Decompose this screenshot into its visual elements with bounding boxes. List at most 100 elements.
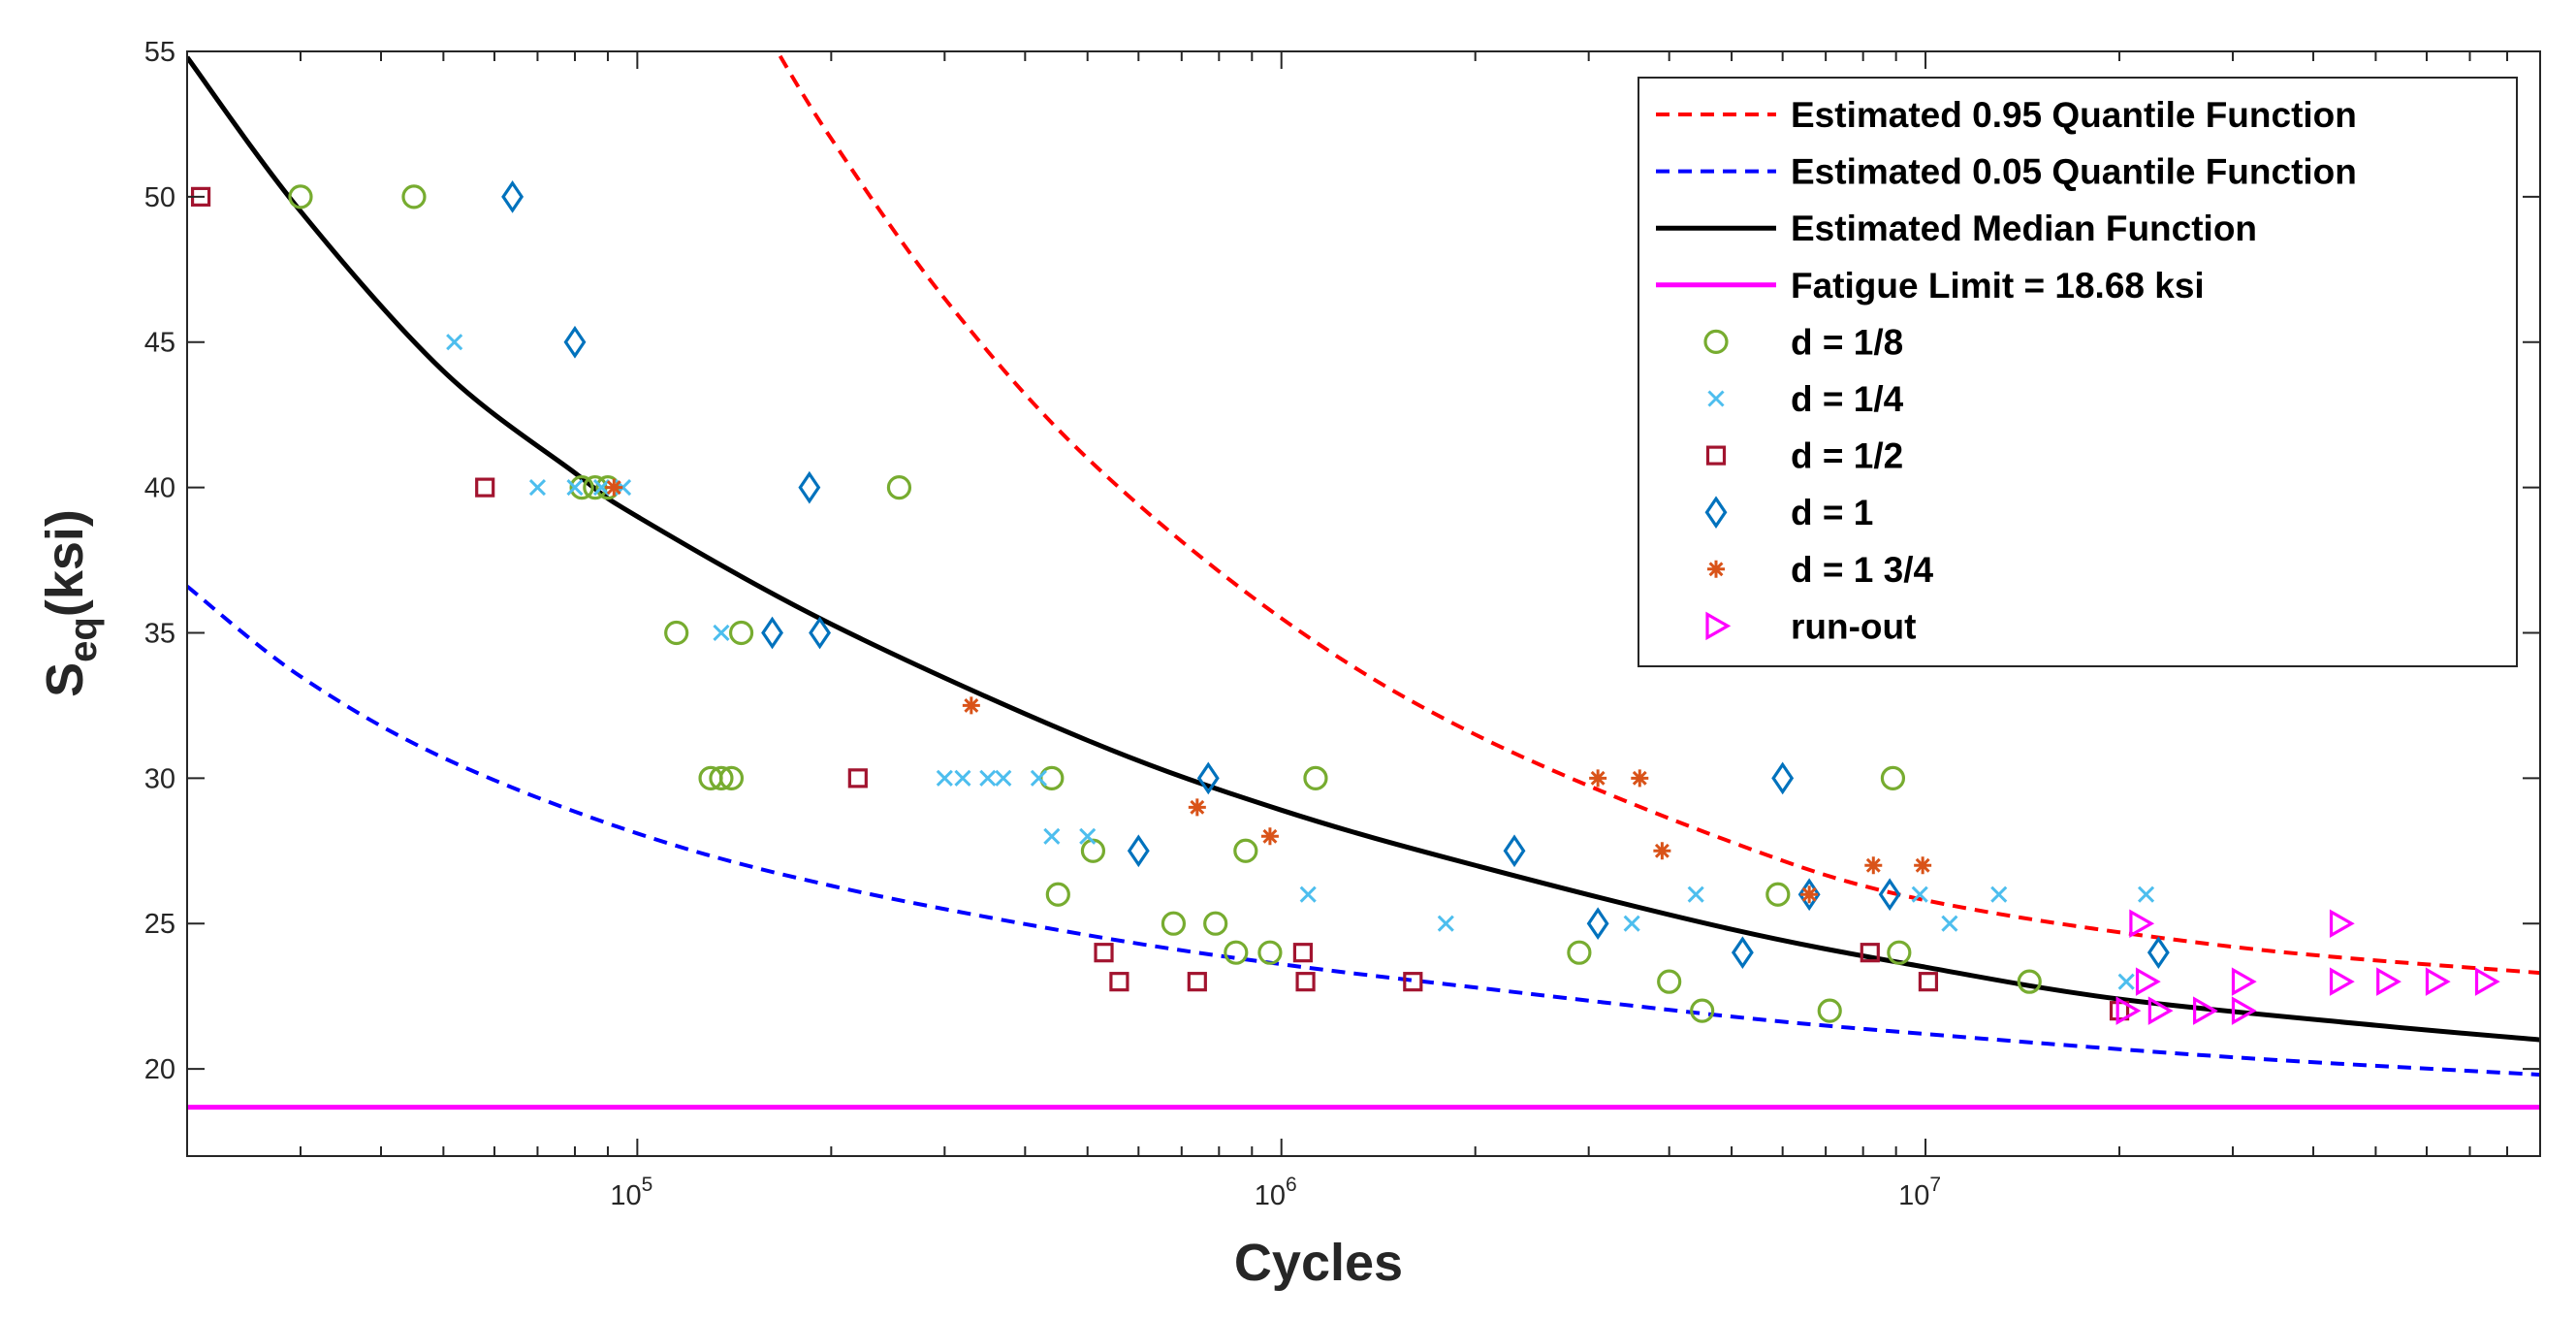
y-tick-label: 35 [144, 618, 175, 649]
data-point [1260, 827, 1279, 846]
data-point [1887, 940, 1912, 965]
x-tick-base: 10 [610, 1180, 641, 1211]
data-point [566, 479, 584, 497]
data-point [2147, 936, 2170, 970]
data-point [1687, 885, 1704, 903]
data-point [2193, 996, 2218, 1025]
data-point [664, 620, 689, 646]
legend-swatch-marker [1707, 560, 1725, 578]
data-point [1503, 834, 1526, 868]
x-tick-exponent: 6 [1286, 1174, 1297, 1196]
y-tick-label: 50 [144, 182, 175, 213]
data-point [501, 180, 525, 213]
data-point [1690, 998, 1715, 1023]
data-point [2117, 973, 2135, 990]
legend-box [1638, 77, 2518, 667]
data-point [1623, 915, 1640, 932]
data-point [2017, 969, 2042, 994]
data-point [1911, 885, 1928, 903]
series-run-out [2115, 909, 2500, 1025]
data-point [1941, 915, 1958, 932]
x-axis-label: Cycles [1234, 1234, 1403, 1292]
data-point [2425, 967, 2451, 996]
x-tick-label: 105 [610, 1174, 652, 1211]
data-point [1817, 998, 1842, 1023]
data-point [995, 769, 1012, 787]
data-point [2109, 1001, 2130, 1021]
data-point [1196, 761, 1220, 795]
legend-swatch-marker [1703, 329, 1729, 354]
data-point [2329, 909, 2355, 938]
data-point [2115, 996, 2142, 1025]
series-d-1-3-4 [605, 478, 1932, 904]
data-point [1765, 882, 1791, 907]
data-point [2231, 967, 2257, 996]
legend-label: Estimated 0.05 Quantile Function [1791, 152, 2357, 192]
points-layer [190, 180, 2500, 1025]
data-point [1299, 885, 1317, 903]
legend-swatch-marker [1705, 445, 1727, 466]
data-point [1161, 911, 1187, 936]
data-point [288, 184, 313, 209]
data-point [962, 696, 980, 715]
data-point [954, 769, 971, 787]
data-point [528, 479, 547, 497]
data-point [1880, 765, 1906, 790]
data-point [569, 475, 594, 500]
data-point [798, 470, 821, 504]
y-axis-label: Seq(ksi) [36, 509, 105, 697]
data-point [1860, 943, 1880, 963]
data-point [1257, 940, 1283, 965]
y-axis-label-suffix: (ksi) [36, 509, 94, 617]
legend-label: Estimated Median Function [1791, 209, 2257, 248]
data-point [936, 769, 953, 787]
data-point [1030, 769, 1047, 787]
legend-label: run-out [1791, 606, 1916, 646]
y-tick-label: 20 [144, 1054, 175, 1085]
data-point [718, 765, 745, 790]
data-point [2147, 996, 2174, 1025]
data-point [1203, 911, 1228, 936]
legend-swatch-marker [1707, 390, 1725, 407]
data-point [1657, 969, 1682, 994]
series-d-1-2 [190, 186, 2130, 1021]
data-point [1990, 885, 2008, 903]
data-point [1878, 878, 1901, 912]
data-point [1109, 972, 1129, 992]
y-tick-label: 25 [144, 909, 175, 940]
data-point [1094, 943, 1114, 963]
data-point [1589, 769, 1607, 788]
x-tick-label: 106 [1255, 1174, 1297, 1211]
legend-swatch-marker [1704, 496, 1728, 530]
legend-label: Estimated 0.95 Quantile Function [1791, 95, 2357, 135]
data-point [1039, 765, 1065, 790]
data-point [2129, 909, 2155, 938]
data-point [1043, 827, 1061, 845]
data-point [1864, 856, 1883, 875]
legend-label: d = 1/2 [1791, 436, 1903, 476]
data-point [1403, 972, 1423, 992]
y-axis-label-sub: eq [62, 617, 105, 662]
data-point [1303, 765, 1328, 790]
data-point [1731, 936, 1754, 970]
data-point [2135, 967, 2161, 996]
x-tick-exponent: 5 [642, 1174, 653, 1196]
data-point [1567, 940, 1592, 965]
x-tick-base: 10 [1898, 1180, 1929, 1211]
data-point [1224, 940, 1249, 965]
data-point [475, 477, 495, 498]
data-point [728, 620, 754, 646]
data-point [605, 478, 623, 497]
data-point [709, 765, 734, 790]
x-tick-exponent: 7 [1929, 1174, 1941, 1196]
data-point [1586, 907, 1609, 941]
data-point [1292, 943, 1314, 963]
data-point [1771, 761, 1795, 795]
data-point [713, 624, 730, 642]
data-point [1045, 882, 1070, 907]
data-point [886, 475, 912, 500]
series-d-1 [501, 180, 2170, 970]
data-point [2474, 967, 2500, 996]
